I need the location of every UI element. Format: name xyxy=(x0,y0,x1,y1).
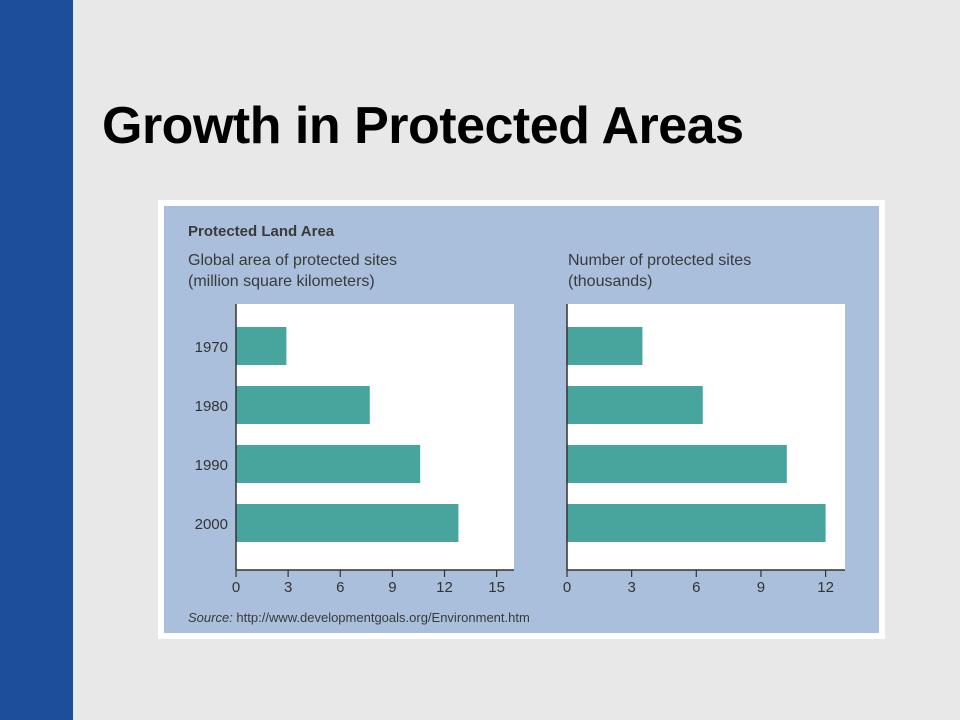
right-x-tick-label-0: 0 xyxy=(563,579,571,596)
left-bar-2000 xyxy=(236,504,459,542)
category-label-2000: 2000 xyxy=(195,516,228,533)
source-url: http://www.developmentgoals.org/Environm… xyxy=(233,610,530,625)
sidebar-accent xyxy=(0,0,73,720)
right-bar-chart: 0 3 6 9 12 xyxy=(563,304,845,596)
left-chart-subtitle: (million square kilometers) xyxy=(188,273,375,290)
left-bar-1980 xyxy=(236,386,370,424)
category-label-1990: 1990 xyxy=(195,457,228,474)
source-note: Source: http://www.developmentgoals.org/… xyxy=(188,610,530,625)
source-label: Source: xyxy=(188,610,233,625)
right-x-tick-label-3: 3 xyxy=(627,579,635,596)
right-x-tick-label-6: 6 xyxy=(692,579,700,596)
left-x-tick-label-0: 0 xyxy=(232,579,240,596)
category-label-1980: 1980 xyxy=(195,398,228,415)
right-x-tick-label-9: 9 xyxy=(757,579,765,596)
right-x-tick-label-12: 12 xyxy=(817,579,834,596)
left-x-tick-label-9: 9 xyxy=(388,579,396,596)
chart-figure: Protected Land Area Global area of prote… xyxy=(158,200,885,639)
left-bar-1990 xyxy=(236,445,421,483)
slide-title: Growth in Protected Areas xyxy=(102,97,744,155)
left-chart-title: Global area of protected sites xyxy=(188,252,397,269)
right-bar-1980 xyxy=(567,386,703,424)
left-bar-chart: 1970 1980 1990 2000 0 3 6 9 12 15 xyxy=(195,304,514,596)
left-bar-1970 xyxy=(236,327,287,365)
right-bar-2000 xyxy=(567,504,826,542)
left-x-tick-label-15: 15 xyxy=(488,579,505,596)
right-bar-1990 xyxy=(567,445,787,483)
left-x-tick-label-6: 6 xyxy=(336,579,344,596)
chart-svg: Protected Land Area Global area of prote… xyxy=(164,206,879,633)
left-x-tick-label-12: 12 xyxy=(436,579,453,596)
category-label-1970: 1970 xyxy=(195,339,228,356)
right-chart-title: Number of protected sites xyxy=(568,252,751,269)
chart-heading: Protected Land Area xyxy=(188,223,335,240)
left-x-tick-label-3: 3 xyxy=(284,579,292,596)
right-bar-1970 xyxy=(567,327,643,365)
right-chart-subtitle: (thousands) xyxy=(568,273,653,290)
